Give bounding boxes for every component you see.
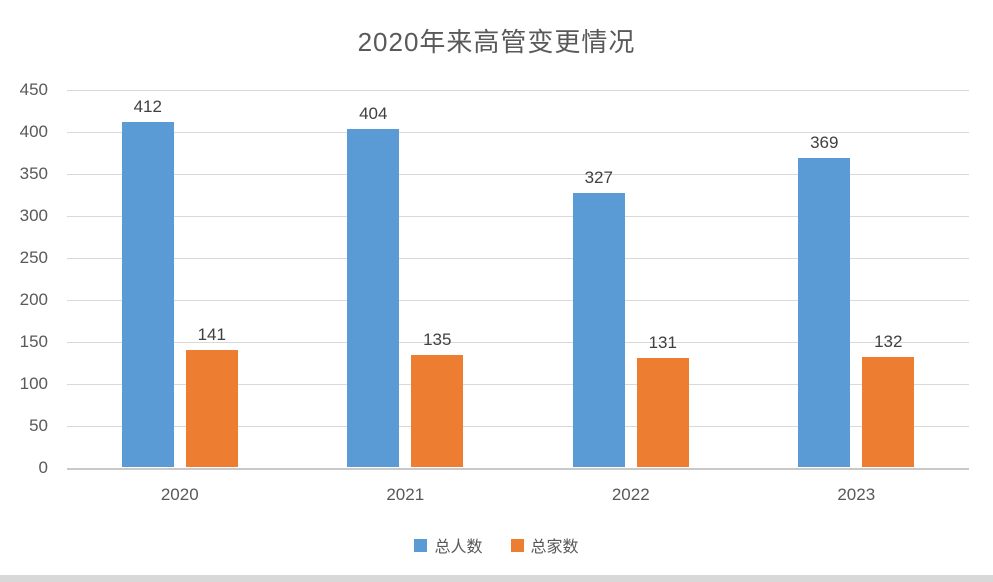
gridline xyxy=(67,426,969,427)
y-tick-label: 0 xyxy=(38,458,48,477)
bar-value-label: 404 xyxy=(359,103,388,123)
y-tick-label: 50 xyxy=(29,416,48,435)
window-edge-strip xyxy=(0,575,993,582)
chart-bar xyxy=(185,349,238,467)
bar-value-label: 327 xyxy=(584,168,613,188)
gridline xyxy=(67,258,969,259)
legend-item: 总人数 xyxy=(414,533,483,557)
y-tick-label: 150 xyxy=(19,332,48,351)
gridline xyxy=(67,90,969,91)
bar-value-label: 131 xyxy=(648,332,677,352)
chart-bar xyxy=(798,158,851,467)
x-tick-label: 2022 xyxy=(611,485,650,504)
gridline xyxy=(67,342,969,343)
gridline xyxy=(67,300,969,301)
chart-bar xyxy=(636,357,689,467)
chart-bar xyxy=(121,121,174,467)
legend-swatch-icon xyxy=(414,538,428,552)
y-tick-label: 200 xyxy=(19,290,48,309)
bar-value-label: 141 xyxy=(197,324,226,344)
x-axis-line xyxy=(67,468,969,470)
legend-item: 总家数 xyxy=(510,533,579,557)
y-tick-label: 400 xyxy=(19,122,48,141)
gridline xyxy=(67,174,969,175)
x-tick-label: 2021 xyxy=(386,485,425,504)
bar-value-label: 412 xyxy=(133,96,162,116)
bar-value-label: 132 xyxy=(874,332,903,352)
bar-value-label: 135 xyxy=(423,329,452,349)
gridline xyxy=(67,216,969,217)
y-tick-label: 450 xyxy=(19,80,48,99)
legend-label: 总人数 xyxy=(434,539,483,556)
gridline xyxy=(67,384,969,385)
y-tick-label: 300 xyxy=(19,206,48,225)
chart-bar xyxy=(572,193,625,467)
x-tick-label: 2020 xyxy=(160,485,199,504)
chart-bar xyxy=(862,357,915,467)
x-tick-label: 2023 xyxy=(837,485,876,504)
chart-bar xyxy=(347,128,400,467)
gridline xyxy=(67,132,969,133)
y-tick-label: 350 xyxy=(19,164,48,183)
legend: 总人数 总家数 xyxy=(0,533,993,557)
chart-bar xyxy=(411,354,464,467)
y-tick-label: 100 xyxy=(19,374,48,393)
y-tick-label: 250 xyxy=(19,248,48,267)
legend-label: 总家数 xyxy=(530,539,579,556)
legend-swatch-icon xyxy=(510,538,524,552)
chart-title: 2020年来高管变更情况 xyxy=(357,27,636,57)
bar-value-label: 369 xyxy=(810,133,839,153)
